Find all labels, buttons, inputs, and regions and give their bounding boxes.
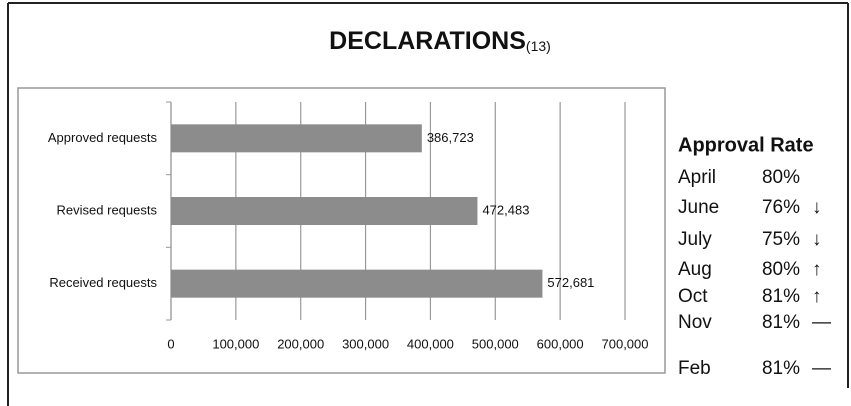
y-tick-label: Revised requests: [57, 202, 158, 217]
bar: [171, 124, 422, 153]
rate-trend: —: [812, 312, 831, 333]
x-tick-label: 400,000: [407, 336, 454, 351]
x-tick-label: 100,000: [212, 336, 259, 351]
x-tick-label: 0: [167, 336, 174, 351]
rate-month: July: [678, 229, 712, 250]
rate-month: April: [678, 167, 716, 188]
x-tick-label: 700,000: [602, 336, 649, 351]
title-note: (13): [526, 38, 551, 54]
value-label: 572,681: [547, 275, 594, 290]
x-tick-label: 600,000: [537, 336, 584, 351]
bar: [171, 197, 478, 225]
rate-month: Nov: [678, 312, 712, 333]
rate-month: Feb: [678, 358, 711, 379]
rate-value: 80%: [762, 167, 800, 188]
y-tick-label: Received requests: [49, 275, 157, 290]
rate-title: Approval Rate: [678, 134, 814, 156]
y-tick-label: Approved requests: [48, 130, 158, 145]
value-label: 472,483: [482, 202, 529, 217]
rate-value: 76%: [762, 197, 800, 218]
rate-trend: ↑: [812, 259, 822, 280]
rate-trend: ↓: [812, 197, 822, 218]
rate-value: 81%: [762, 358, 800, 379]
x-tick-label: 200,000: [277, 336, 324, 351]
rate-month: June: [678, 197, 719, 218]
bar: [171, 269, 543, 298]
rate-trend: ↓: [812, 229, 822, 250]
value-label: 386,723: [427, 130, 474, 145]
rate-trend: —: [812, 358, 831, 379]
chart-title: DECLARATIONS: [329, 27, 526, 55]
title-group: DECLARATIONS(13): [329, 27, 551, 55]
rate-value: 81%: [762, 286, 800, 307]
x-tick-label: 300,000: [342, 336, 389, 351]
rate-value: 81%: [762, 312, 800, 333]
rate-value: 75%: [762, 229, 800, 250]
rate-trend: ↑: [812, 286, 822, 307]
rate-value: 80%: [762, 259, 800, 280]
chart-frame: [17, 87, 666, 374]
rate-month: Aug: [678, 259, 712, 280]
x-tick-label: 500,000: [472, 336, 519, 351]
rate-month: Oct: [678, 286, 708, 307]
